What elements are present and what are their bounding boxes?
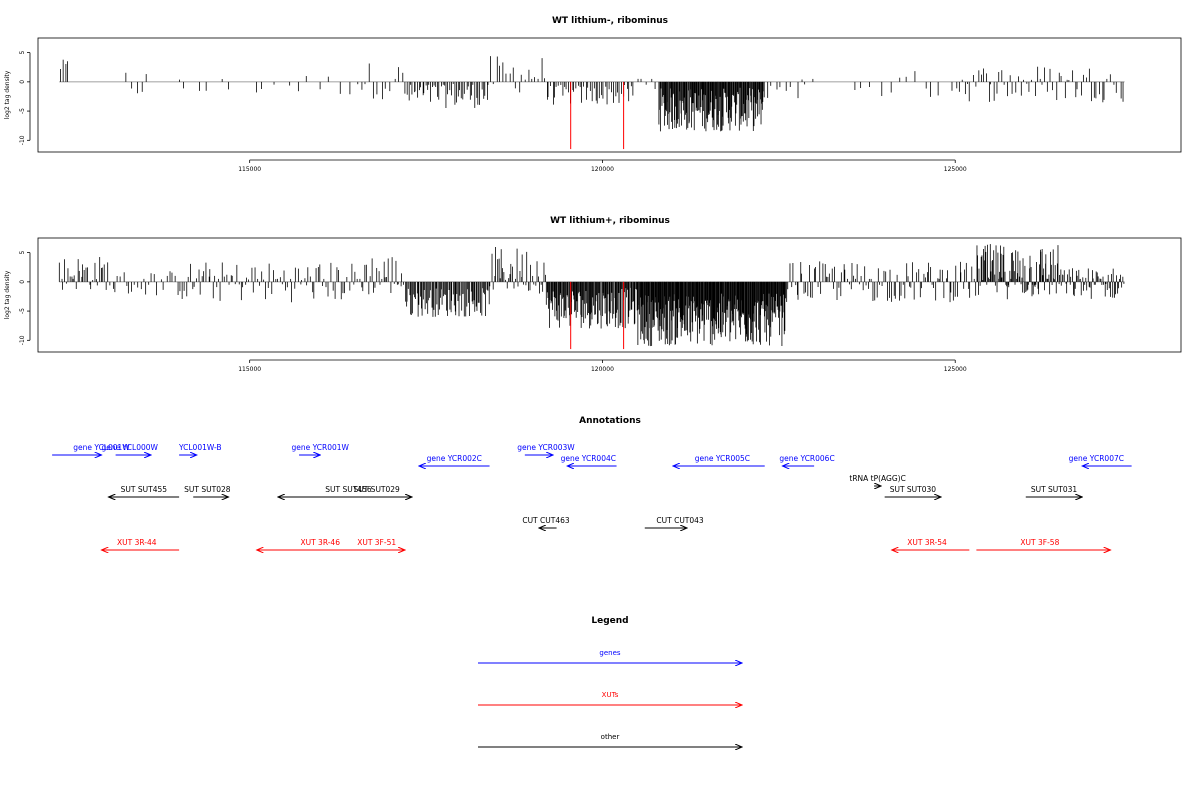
annotation-label: gene YCR006C bbox=[779, 454, 834, 463]
y-tick-label: 5 bbox=[19, 251, 26, 255]
annotation-label: tRNA tP(AGG)C bbox=[849, 474, 905, 483]
annotation-label: gene YCL000W bbox=[101, 443, 158, 452]
y-axis: 5 0 -5 -10 bbox=[19, 51, 31, 145]
annotation-label: XUT 3R-54 bbox=[907, 538, 947, 547]
y-tick-label: 0 bbox=[19, 280, 26, 284]
annotation-label: SUT SUT456 bbox=[325, 485, 372, 494]
y-tick-label: -10 bbox=[19, 335, 26, 345]
annotation-label: SUT SUT030 bbox=[890, 485, 937, 494]
panel-title: WT lithium+, ribominus bbox=[550, 216, 670, 226]
density-panel-lithium-minus: WT lithium-, ribominus log2 tag density … bbox=[4, 16, 1182, 173]
annotation-label: CUT CUT043 bbox=[656, 516, 704, 525]
plot-frame bbox=[37, 237, 1182, 353]
y-axis-label: log2 tag density bbox=[4, 270, 11, 319]
annotation-label: gene YCR003W bbox=[517, 443, 575, 452]
x-tick-label: 115000 bbox=[238, 166, 261, 173]
annotations-title: Annotations bbox=[579, 416, 641, 426]
annotation-label: SUT SUT028 bbox=[184, 485, 231, 494]
annotation-label: gene YCR001W bbox=[291, 443, 349, 452]
y-axis: 5 0 -5 -10 bbox=[19, 251, 31, 345]
x-axis: 115000 120000 125000 bbox=[238, 359, 967, 373]
y-tick-label: 5 bbox=[19, 51, 26, 55]
plot-frame bbox=[37, 37, 1182, 153]
legend-label: XUTs bbox=[602, 691, 619, 699]
legend-items: genes XUTs other bbox=[478, 649, 742, 747]
x-tick-label: 125000 bbox=[944, 166, 967, 173]
annotation-label: XUT 3F-51 bbox=[357, 538, 396, 547]
y-axis-label: log2 tag density bbox=[4, 70, 11, 119]
legend-label: other bbox=[601, 733, 620, 741]
annotation-label: CUT CUT463 bbox=[522, 516, 570, 525]
annotation-label: gene YCR007C bbox=[1069, 454, 1124, 463]
x-tick-label: 115000 bbox=[238, 366, 261, 373]
legend-label: genes bbox=[599, 649, 620, 657]
y-tick-label: -10 bbox=[19, 135, 26, 145]
annotation-label: gene YCR002C bbox=[427, 454, 482, 463]
annotation-label: YCL001W-B bbox=[178, 443, 222, 452]
x-tick-label: 120000 bbox=[591, 166, 614, 173]
x-axis: 115000 120000 125000 bbox=[238, 159, 967, 173]
red-markers bbox=[570, 281, 625, 350]
density-bars bbox=[60, 56, 1124, 132]
y-tick-label: -5 bbox=[19, 308, 26, 314]
y-tick-label: 0 bbox=[19, 80, 26, 84]
legend: Legend genes XUTs other bbox=[478, 616, 742, 747]
annotation-label: gene YCR005C bbox=[695, 454, 750, 463]
annotation-label: XUT 3R-44 bbox=[117, 538, 157, 547]
density-bars bbox=[58, 244, 1125, 347]
y-tick-label: -5 bbox=[19, 108, 26, 114]
density-panel-lithium-plus: WT lithium+, ribominus log2 tag density … bbox=[4, 216, 1182, 373]
legend-title: Legend bbox=[591, 616, 628, 626]
annotation-label: SUT SUT031 bbox=[1031, 485, 1078, 494]
annotation-label: gene YCR004C bbox=[561, 454, 616, 463]
red-markers bbox=[570, 81, 625, 150]
annotation-label: SUT SUT455 bbox=[121, 485, 168, 494]
panel-title: WT lithium-, ribominus bbox=[552, 16, 668, 26]
annotation-label: SUT SUT029 bbox=[353, 485, 400, 494]
annotation-label: gene YCL001W bbox=[73, 443, 130, 452]
x-tick-label: 120000 bbox=[591, 366, 614, 373]
x-tick-label: 125000 bbox=[944, 366, 967, 373]
annotation-label: XUT 3F-58 bbox=[1020, 538, 1059, 547]
annotation-label: XUT 3R-46 bbox=[300, 538, 340, 547]
